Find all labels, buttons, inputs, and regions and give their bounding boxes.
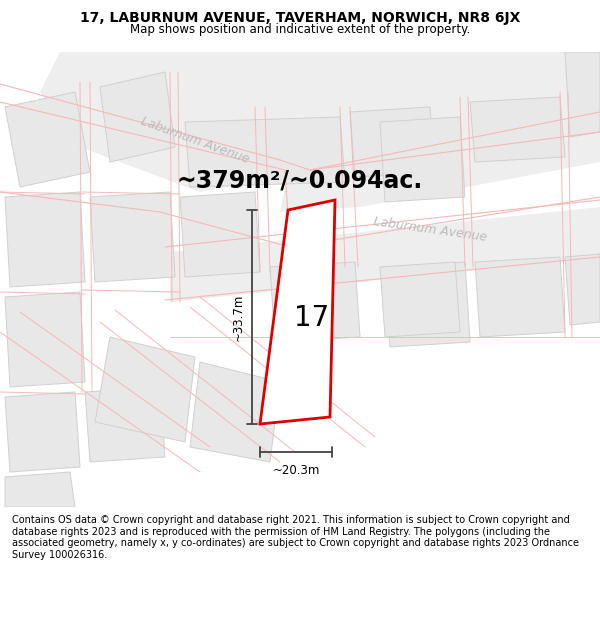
Text: 17, LABURNUM AVENUE, TAVERHAM, NORWICH, NR8 6JX: 17, LABURNUM AVENUE, TAVERHAM, NORWICH, …	[80, 11, 520, 26]
Text: ~33.7m: ~33.7m	[232, 293, 245, 341]
Text: 17: 17	[293, 304, 329, 332]
Polygon shape	[5, 92, 90, 187]
Polygon shape	[5, 472, 75, 507]
Polygon shape	[5, 192, 85, 287]
Polygon shape	[565, 254, 600, 325]
Polygon shape	[260, 200, 335, 424]
Polygon shape	[100, 72, 175, 162]
Polygon shape	[95, 337, 195, 442]
Polygon shape	[190, 362, 280, 462]
Text: Contains OS data © Crown copyright and database right 2021. This information is : Contains OS data © Crown copyright and d…	[12, 515, 579, 560]
Polygon shape	[270, 262, 360, 342]
Text: ~20.3m: ~20.3m	[272, 464, 320, 477]
Text: Map shows position and indicative extent of the property.: Map shows position and indicative extent…	[130, 23, 470, 36]
Polygon shape	[280, 112, 600, 212]
Polygon shape	[380, 262, 460, 337]
Polygon shape	[185, 117, 345, 187]
Text: Laburnum Avenue: Laburnum Avenue	[373, 216, 488, 244]
Text: Laburnum Avenue: Laburnum Avenue	[139, 114, 251, 166]
Polygon shape	[40, 52, 600, 192]
Polygon shape	[85, 387, 165, 462]
Polygon shape	[350, 107, 435, 177]
Polygon shape	[90, 192, 175, 282]
Polygon shape	[5, 292, 85, 387]
Polygon shape	[385, 262, 470, 347]
Polygon shape	[475, 257, 565, 337]
Text: ~379m²/~0.094ac.: ~379m²/~0.094ac.	[177, 168, 423, 192]
Polygon shape	[180, 192, 260, 277]
Polygon shape	[170, 207, 600, 302]
Polygon shape	[380, 117, 465, 202]
Polygon shape	[5, 392, 80, 472]
Polygon shape	[565, 52, 600, 137]
Polygon shape	[470, 97, 565, 162]
